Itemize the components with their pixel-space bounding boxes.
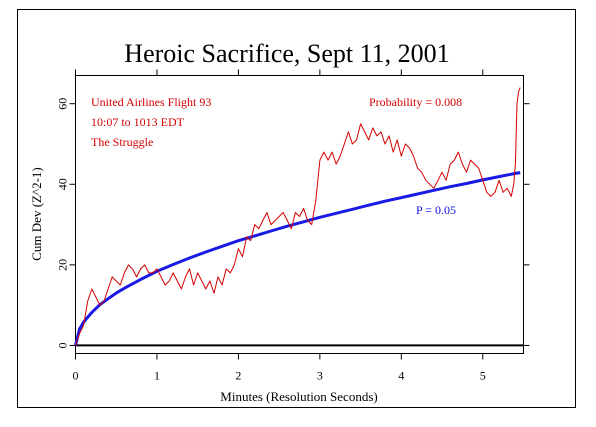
x-tick-label-0: 0 — [73, 369, 79, 383]
x-tick-label-4: 4 — [398, 369, 404, 383]
annotation-flight: United Airlines Flight 93 — [91, 95, 211, 109]
x-tick-label-3: 3 — [317, 369, 323, 383]
annotation-time: 10:07 to 1013 EDT — [91, 115, 185, 129]
y-axis-ticks: 0 20 40 60 — [56, 98, 530, 348]
x-tick-label-5: 5 — [480, 369, 486, 383]
x-axis-ticks: 0 1 2 3 4 5 — [73, 69, 486, 383]
series-cumdev-line — [75, 87, 521, 346]
x-tick-label-1: 1 — [154, 369, 160, 383]
y-tick-label-1: 20 — [56, 259, 70, 271]
annotation-probability: Probability = 0.008 — [369, 95, 462, 109]
y-tick-label-3: 60 — [56, 98, 70, 110]
series-p05-line — [74, 171, 521, 346]
y-tick-label-0: 0 — [56, 342, 70, 348]
x-tick-label-2: 2 — [235, 369, 241, 383]
annotation-struggle: The Struggle — [91, 135, 153, 149]
chart-title: Heroic Sacrifice, Sept 11, 2001 — [124, 39, 449, 68]
outer-frame — [17, 9, 576, 408]
annotation-p05: P = 0.05 — [416, 203, 456, 217]
y-tick-label-2: 40 — [56, 178, 70, 190]
series-group — [74, 87, 524, 347]
y-axis-label: Cum Dev (Z^2-1) — [29, 167, 44, 260]
plot-area — [75, 75, 524, 354]
x-axis-label: Minutes (Resolution Seconds) — [220, 389, 377, 404]
